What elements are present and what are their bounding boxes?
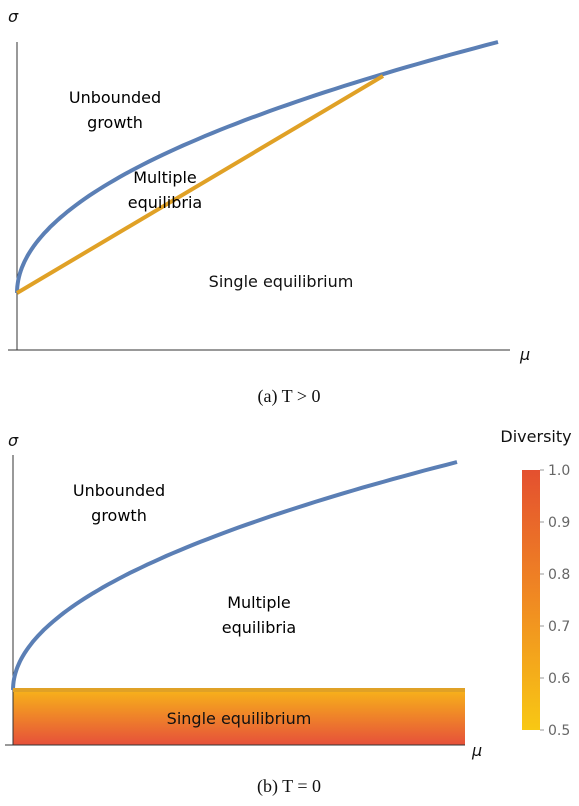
colorbar <box>522 470 540 730</box>
region-label: Multiple equilibria <box>222 593 296 637</box>
colorbar-tick-label: 1.0 <box>548 463 570 479</box>
colorbar-title: Diversity <box>500 427 571 446</box>
region-label: Single equilibrium <box>209 272 354 291</box>
boundary-curve <box>11 460 458 691</box>
region-label: Single equilibrium <box>167 709 312 728</box>
colorbar-tick-label: 0.5 <box>548 723 570 739</box>
caption: (b) T = 0 <box>257 776 321 797</box>
single-region <box>13 690 465 745</box>
boundary-curve <box>15 40 499 294</box>
x-label: μ <box>471 741 482 760</box>
y-label: σ <box>8 7 19 26</box>
region-label: Multiple equilibria <box>128 168 202 212</box>
colorbar-tick-label: 0.8 <box>548 567 570 583</box>
y-label: σ <box>8 431 19 450</box>
colorbar-tick-label: 0.6 <box>548 671 570 687</box>
boundary-line <box>15 74 385 295</box>
colorbar-tick-label: 0.7 <box>548 619 570 635</box>
region-label: Unbounded growth <box>73 481 165 525</box>
region-label: Unbounded growth <box>69 88 161 132</box>
caption: (a) T > 0 <box>258 386 321 407</box>
x-label: μ <box>519 345 530 364</box>
colorbar-tick-label: 0.9 <box>548 515 570 531</box>
